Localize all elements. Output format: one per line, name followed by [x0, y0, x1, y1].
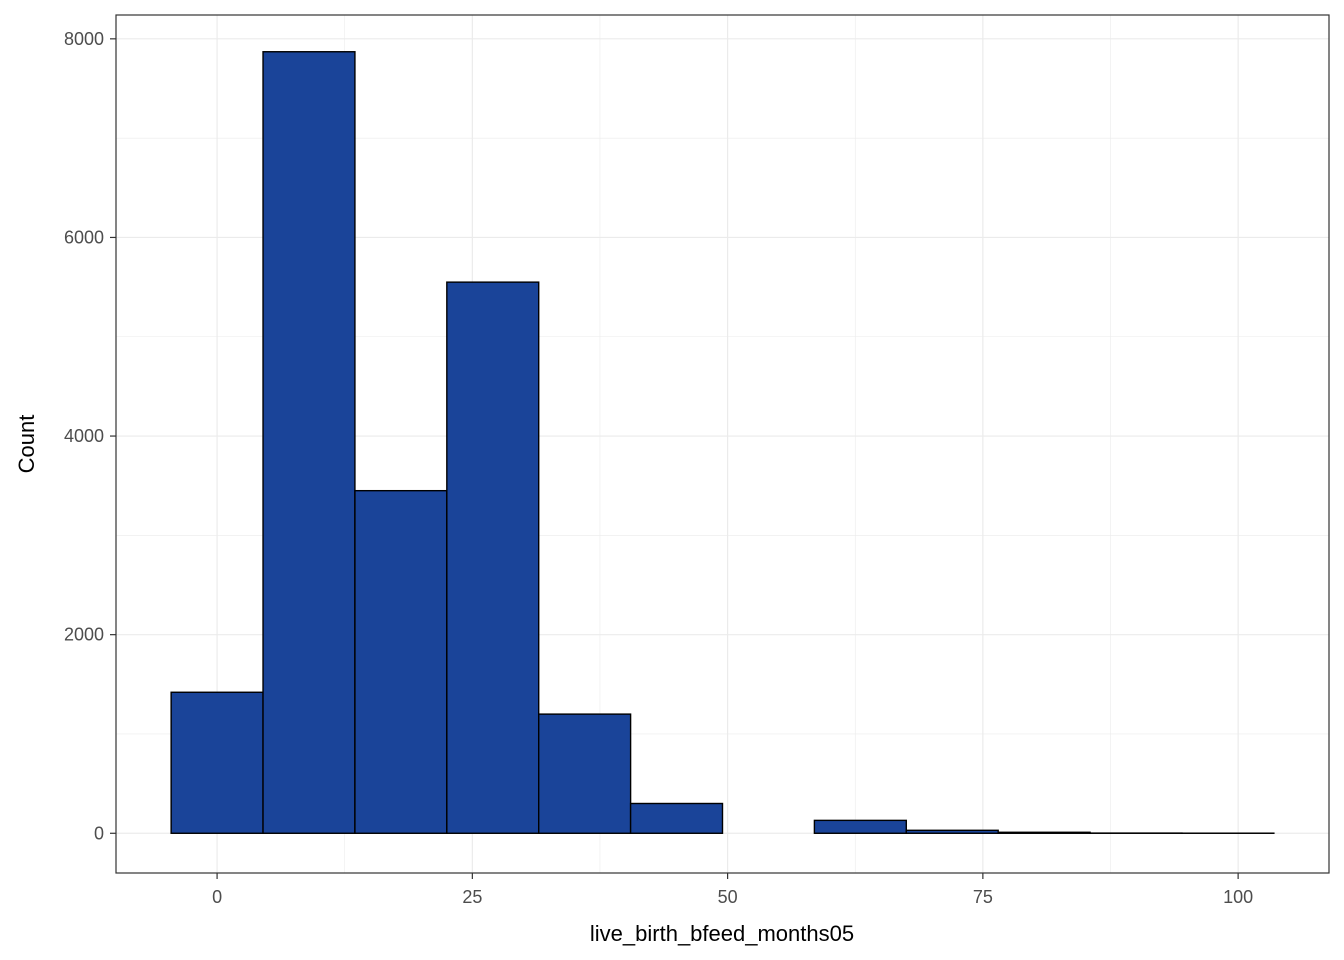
histogram-bar — [354, 489, 448, 834]
histogram-bar — [997, 831, 1091, 834]
histogram-bar — [813, 819, 907, 834]
y-tick-label: 6000 — [64, 227, 104, 247]
histogram-bar — [629, 802, 724, 834]
y-axis: 0 2000 4000 6000 8000 — [64, 29, 116, 843]
histogram-bar — [905, 829, 999, 834]
x-tick-label: 0 — [212, 887, 222, 907]
histogram-bar — [170, 691, 264, 834]
x-axis: 0 25 50 75 100 — [212, 873, 1253, 907]
plot-panel-border — [115, 14, 1330, 874]
y-tick-label: 8000 — [64, 29, 104, 49]
histogram-bars — [170, 51, 1275, 834]
x-tick-label: 75 — [973, 887, 993, 907]
x-tick-label: 50 — [718, 887, 738, 907]
y-tick-label: 2000 — [64, 625, 104, 645]
x-tick-label: 100 — [1223, 887, 1253, 907]
y-tick-label: 0 — [94, 823, 104, 843]
y-axis-title: Count — [14, 415, 39, 474]
histogram-bar — [262, 51, 356, 834]
histogram-bar — [446, 281, 540, 834]
y-tick-label: 4000 — [64, 426, 104, 446]
x-tick-label: 25 — [462, 887, 482, 907]
histogram-bar — [538, 713, 632, 834]
x-axis-title: live_birth_bfeed_months05 — [590, 921, 854, 946]
